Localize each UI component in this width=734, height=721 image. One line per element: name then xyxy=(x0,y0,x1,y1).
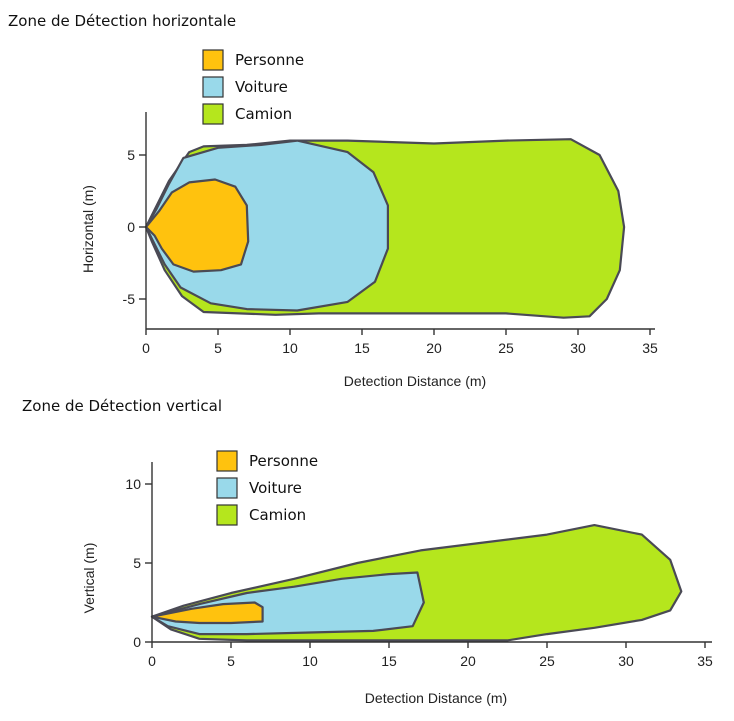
horizontal-x-tick-label: 5 xyxy=(214,340,222,356)
horizontal-legend-swatch-personne xyxy=(202,49,224,71)
vertical-y-ticks: 0 5 10 xyxy=(125,476,152,650)
vertical-legend-swatch-personne xyxy=(216,450,238,472)
vertical-y-tick-label: 5 xyxy=(133,555,141,571)
vertical-x-tick-label: 15 xyxy=(381,653,397,669)
vertical-x-tick-label: 35 xyxy=(697,653,713,669)
vertical-y-axis-label: Vertical (m) xyxy=(81,543,97,614)
horizontal-legend-label-camion: Camion xyxy=(235,105,292,123)
vertical-zone-personne xyxy=(150,601,264,625)
vertical-legend-label-voiture: Voiture xyxy=(249,479,302,497)
horizontal-y-axis-label: Horizontal (m) xyxy=(80,185,96,273)
vertical-x-tick-label: 20 xyxy=(460,653,476,669)
vertical-y-tick-label: 0 xyxy=(133,634,141,650)
vertical-y-tick-label: 10 xyxy=(125,476,141,492)
vertical-x-tick-label: 0 xyxy=(148,653,156,669)
vertical-legend-label-personne: Personne xyxy=(249,452,318,470)
horizontal-legend-label-personne: Personne xyxy=(235,51,304,69)
horizontal-zone-chart: Zone de Détection horizontale 0 5 10 15 20 25… xyxy=(8,12,658,389)
vertical-legend-label-camion: Camion xyxy=(249,506,306,524)
vertical-chart-title: Zone de Détection vertical xyxy=(22,397,222,415)
horizontal-x-tick-label: 25 xyxy=(498,340,514,356)
vertical-x-axis-label: Detection Distance (m) xyxy=(365,690,507,706)
horizontal-zone-personne xyxy=(144,178,250,273)
horizontal-x-tick-label: 0 xyxy=(142,340,150,356)
horizontal-x-tick-label: 35 xyxy=(642,340,658,356)
horizontal-chart-title: Zone de Détection horizontale xyxy=(8,12,236,30)
horizontal-legend-swatch-camion xyxy=(202,103,224,125)
horizontal-legend-swatch-voiture xyxy=(202,76,224,98)
horizontal-x-tick-label: 10 xyxy=(282,340,298,356)
horizontal-series-layer xyxy=(144,138,626,319)
horizontal-x-tick-label: 15 xyxy=(354,340,370,356)
vertical-legend-swatch-camion xyxy=(216,504,238,526)
horizontal-x-axis-label: Detection Distance (m) xyxy=(344,373,486,389)
horizontal-x-tick-label: 30 xyxy=(570,340,586,356)
vertical-legend-swatch-voiture xyxy=(216,477,238,499)
vertical-zone-chart: Zone de Détection vertical 0 5 10 15 20 25 30 3… xyxy=(22,397,713,706)
horizontal-legend-label-voiture: Voiture xyxy=(235,78,288,96)
vertical-series-layer xyxy=(150,523,683,642)
vertical-x-ticks: 0 5 10 15 20 25 30 35 xyxy=(148,642,713,669)
horizontal-y-ticks: -5 0 5 xyxy=(123,147,146,307)
vertical-x-tick-label: 10 xyxy=(302,653,318,669)
horizontal-legend: Personne Voiture Camion xyxy=(202,49,304,125)
horizontal-y-tick-label: 0 xyxy=(127,219,135,235)
vertical-x-tick-label: 25 xyxy=(539,653,555,669)
horizontal-x-ticks: 0 5 10 15 20 25 30 35 xyxy=(142,329,658,356)
horizontal-y-tick-label: 5 xyxy=(127,147,135,163)
horizontal-y-tick-label: -5 xyxy=(123,291,136,307)
horizontal-x-tick-label: 20 xyxy=(426,340,442,356)
vertical-x-tick-label: 5 xyxy=(227,653,235,669)
vertical-legend: Personne Voiture Camion xyxy=(216,450,318,526)
vertical-x-tick-label: 30 xyxy=(618,653,634,669)
